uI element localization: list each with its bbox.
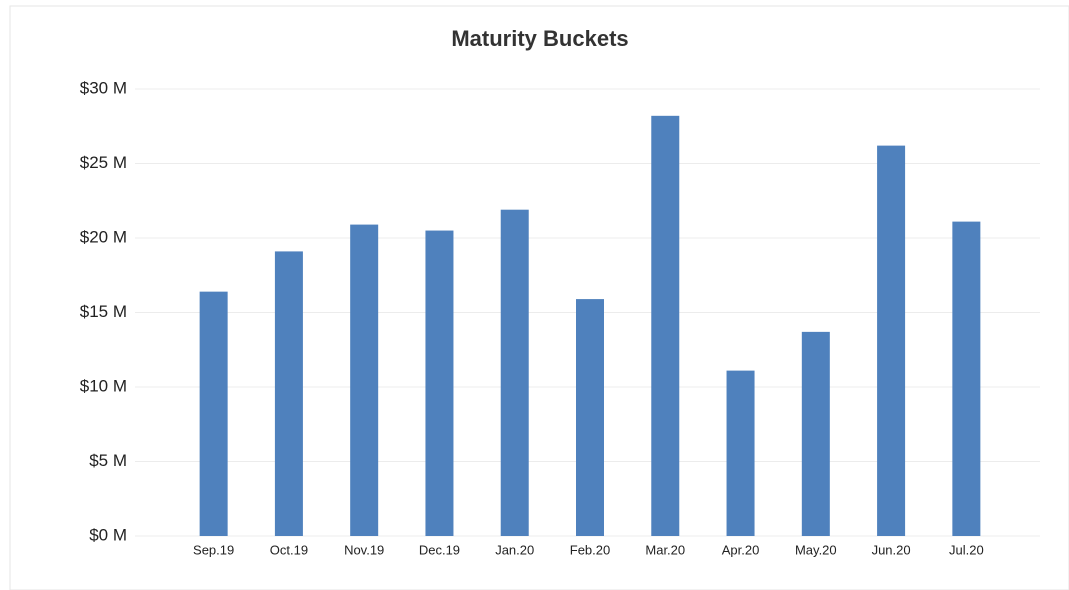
bar xyxy=(199,291,228,536)
bar xyxy=(651,115,680,536)
y-tick-label: $10 M xyxy=(80,376,127,395)
x-tick-label: Feb.20 xyxy=(570,542,610,557)
y-tick-label: $30 M xyxy=(80,78,127,97)
bar xyxy=(726,370,755,536)
bar xyxy=(877,145,906,536)
y-tick-label: $15 M xyxy=(80,302,127,321)
x-tick-label: Mar.20 xyxy=(645,542,685,557)
chart-frame xyxy=(9,5,1069,590)
x-tick-label: Jan.20 xyxy=(495,542,534,557)
bar xyxy=(500,209,529,536)
bar xyxy=(350,224,379,536)
x-tick-label: Jun.20 xyxy=(872,542,911,557)
x-tick-label: Apr.20 xyxy=(722,542,760,557)
y-tick-label: $5 M xyxy=(89,451,127,470)
y-tick-label: $25 M xyxy=(80,153,127,172)
bar xyxy=(425,230,454,537)
x-tick-label: Oct.19 xyxy=(270,542,308,557)
x-tick-label: Nov.19 xyxy=(344,542,384,557)
bar xyxy=(952,221,981,537)
x-tick-label: Jul.20 xyxy=(949,542,984,557)
bar xyxy=(801,331,830,536)
bar xyxy=(576,299,604,536)
x-tick-label: May.20 xyxy=(795,542,837,557)
x-tick-label: Dec.19 xyxy=(419,542,460,557)
y-tick-label: $0 M xyxy=(89,525,127,544)
chart-title: Maturity Buckets xyxy=(451,26,628,51)
bar xyxy=(274,251,303,536)
y-tick-label: $20 M xyxy=(80,227,127,246)
x-tick-label: Sep.19 xyxy=(193,542,234,557)
